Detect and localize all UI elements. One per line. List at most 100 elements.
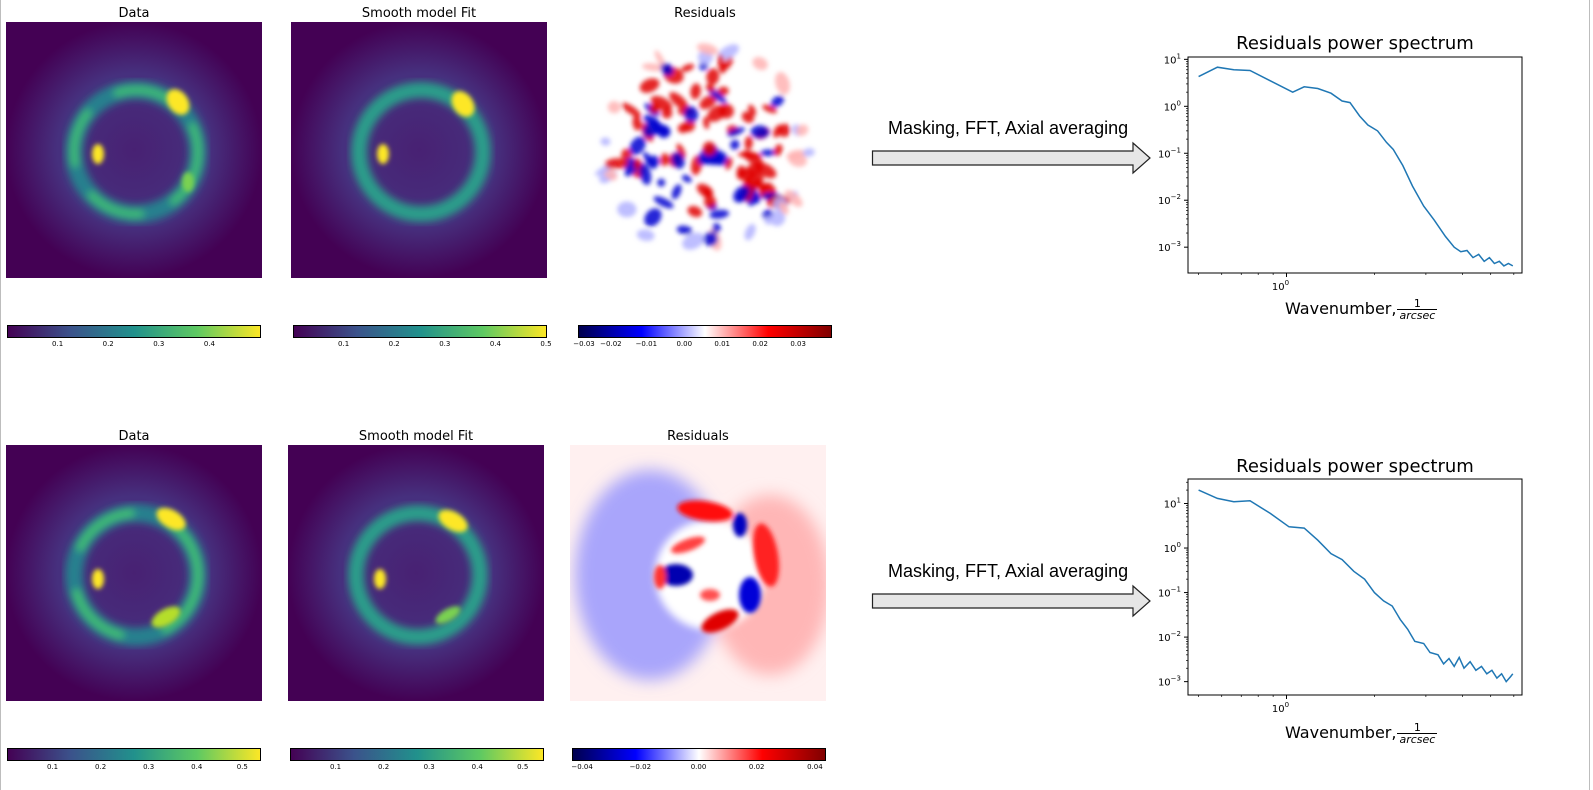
residual-blob	[779, 202, 789, 215]
xlabel-num: 1	[1397, 298, 1438, 310]
y-tick-label: 10−2	[1158, 630, 1181, 644]
residual-blob	[730, 139, 740, 150]
colorbar-data	[7, 748, 261, 761]
residual-blob	[752, 56, 768, 71]
spectrum-plot: 101 100 10−1 10−2 10−3 100	[1158, 478, 1523, 715]
arrow-label: Masking, FFT, Axial averaging	[888, 561, 1129, 581]
residual-blob	[681, 63, 695, 72]
colorbar-tick-label: 0.4	[471, 763, 483, 771]
residual-blob	[748, 104, 757, 116]
image-data	[6, 445, 262, 701]
colorbar-tick-label: 0.1	[329, 763, 342, 771]
residual-blob	[650, 95, 673, 111]
panel-title-residuals: Residuals	[674, 6, 736, 21]
residual-blob	[712, 223, 721, 234]
colorbar-tick-label: 0.3	[423, 763, 435, 771]
xlabel-text: Wavenumber,	[1285, 299, 1397, 318]
residual-blob	[705, 83, 715, 93]
residual-blob	[717, 44, 740, 61]
residual-blob	[701, 152, 724, 166]
colorbar-tick-label: −0.04	[571, 763, 593, 771]
residual-blob	[742, 150, 764, 166]
image-model	[288, 445, 544, 701]
colorbar-tick-label: 0.2	[378, 763, 390, 771]
residual-blob	[654, 50, 666, 69]
colorbar-tick-label: 0.4	[489, 340, 501, 348]
residual-blob	[717, 54, 726, 74]
residual-blob	[638, 162, 652, 185]
residual-blob	[733, 185, 750, 203]
y-tick-label: 10−3	[1158, 240, 1181, 254]
residual-blob	[671, 184, 682, 200]
residual-blob	[644, 208, 662, 227]
spectrum-xlabel: Wavenumber, 1 arcsec	[1285, 722, 1438, 746]
residual-blob	[703, 231, 718, 247]
image-model	[291, 22, 547, 278]
panel-title-model: Smooth model Fit	[358, 429, 474, 444]
colorbar-tick-label: 0.5	[236, 763, 248, 771]
residual-blob	[653, 196, 674, 209]
residual-blob	[643, 151, 656, 170]
residual-blob	[744, 136, 753, 150]
residual-blob	[643, 114, 660, 127]
spectrum-title: Residuals power spectrum	[1236, 456, 1474, 477]
residual-blob	[774, 144, 783, 156]
spectrum-xlabel: Wavenumber, 1 arcsec	[1285, 298, 1438, 322]
colorbar-tick-label: 0.2	[102, 340, 114, 348]
residual-blob	[696, 43, 719, 55]
colorbar-tick-label: 0.2	[95, 763, 107, 771]
colorbar-data	[7, 325, 261, 338]
colorbar-tick-label: 0.02	[748, 763, 765, 771]
residual-blob	[770, 95, 785, 108]
image-residuals	[577, 22, 833, 278]
residual-blob	[621, 148, 632, 161]
residual-blob	[706, 68, 720, 85]
y-tick-label: 10−3	[1158, 675, 1181, 689]
colorbar-tick-label: 0.5	[540, 340, 552, 348]
y-tick-label: 100	[1164, 541, 1181, 555]
xlabel-den: arcsec	[1399, 733, 1436, 746]
spectrum-plot: 101 100 10−1 10−2 10−3 100	[1158, 52, 1523, 293]
residual-blob	[660, 153, 669, 167]
plot-frame	[1187, 478, 1523, 696]
residual-blob	[750, 125, 770, 139]
residual-blob	[642, 63, 664, 72]
y-tick-label: 10−2	[1158, 193, 1181, 207]
residual-blob	[725, 157, 733, 170]
x-tick-label: 100	[1272, 701, 1289, 715]
residual-blob	[629, 136, 646, 156]
residual-blob	[607, 101, 621, 114]
arrow-right-icon	[871, 584, 1151, 618]
residual-blob	[660, 63, 674, 76]
arrow-right-icon	[871, 141, 1151, 175]
colorbar-tick-label: 0.00	[676, 340, 693, 348]
residual-blob	[676, 225, 693, 235]
residual-blob	[669, 92, 689, 110]
residual-blob	[769, 210, 786, 227]
residual-blob	[676, 143, 686, 159]
spectrum-line	[1198, 66, 1514, 267]
residual-blob	[709, 209, 730, 219]
residual-blob	[775, 72, 790, 95]
residual-blob	[703, 195, 717, 208]
residual-blob	[802, 148, 815, 157]
colorbar-tick-label: 0.00	[690, 763, 707, 771]
colorbar-tick-label: 0.1	[52, 340, 64, 348]
residual-blob	[687, 205, 703, 218]
residual-blob	[690, 83, 701, 100]
residual-blob	[682, 232, 705, 250]
residual-blob	[764, 216, 773, 225]
colorbar-tick-label: 0.3	[439, 340, 451, 348]
residual-blob	[788, 152, 808, 167]
xlabel-den: arcsec	[1399, 309, 1436, 322]
colorbar-tick-label: 0.3	[153, 340, 165, 348]
y-tick-label: 101	[1164, 496, 1181, 510]
plot-frame	[1187, 56, 1523, 274]
colorbar-tick-label: 0.03	[790, 340, 806, 348]
image-data	[6, 22, 262, 278]
panel-title-data: Data	[118, 6, 150, 21]
panel-title-data: Data	[118, 429, 150, 444]
colorbar-tick-label: −0.02	[629, 763, 652, 771]
residual-blob	[657, 125, 671, 139]
colorbar-tick-label: 0.04	[807, 763, 823, 771]
